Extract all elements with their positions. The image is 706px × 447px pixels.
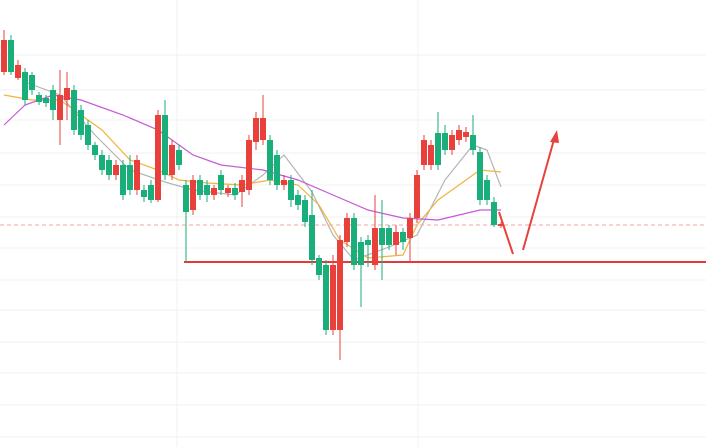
- candle-body: [99, 155, 105, 170]
- candle-body: [78, 110, 84, 135]
- candle-body: [386, 228, 392, 245]
- candle-body: [239, 180, 245, 192]
- candle-body: [421, 140, 427, 165]
- candle-body: [463, 132, 469, 137]
- candle-body: [218, 175, 224, 190]
- candle-body: [22, 72, 28, 100]
- candle-body: [449, 135, 455, 150]
- candle-body: [36, 95, 42, 102]
- candle-body: [337, 240, 343, 330]
- arrow-down: [498, 211, 514, 255]
- candle-body: [393, 232, 399, 245]
- candle-body: [477, 152, 483, 200]
- candle-body: [106, 160, 112, 175]
- candle-body: [85, 125, 91, 145]
- candle-body: [155, 115, 161, 200]
- candle-body: [246, 140, 252, 190]
- candle-body: [295, 195, 301, 205]
- candle-body: [323, 265, 329, 330]
- candle-body: [50, 90, 56, 110]
- candle-body: [484, 180, 490, 200]
- marks: [0, 30, 706, 360]
- candle-body: [183, 185, 189, 212]
- candle-body: [64, 88, 70, 100]
- candle-body: [29, 75, 35, 90]
- candle-body: [113, 165, 119, 175]
- candle-body: [232, 188, 238, 195]
- candle-body: [456, 130, 462, 140]
- candle-body: [141, 190, 147, 197]
- candle-body: [407, 218, 413, 238]
- candle-body: [498, 224, 504, 226]
- candle-body: [351, 218, 357, 265]
- candle-body: [127, 165, 133, 190]
- candle-body: [169, 145, 175, 175]
- candle-body: [92, 145, 98, 155]
- candle-body: [148, 185, 154, 200]
- candle-body: [372, 228, 378, 265]
- moving-average: [24, 81, 502, 261]
- arrow-up: [522, 135, 556, 251]
- candle-body: [162, 115, 168, 175]
- candle-body: [1, 40, 7, 72]
- candle-body: [71, 90, 77, 130]
- candle-body: [302, 200, 308, 222]
- candle-body: [190, 180, 196, 210]
- candle-body: [176, 150, 182, 165]
- annotation-arrows: [498, 130, 559, 255]
- candle-body: [309, 215, 315, 260]
- candle-body: [281, 180, 287, 185]
- candle-body: [379, 228, 385, 245]
- candle-body: [274, 155, 280, 185]
- candle-body: [8, 40, 14, 72]
- candle-body: [288, 180, 294, 200]
- candle-body: [358, 242, 364, 265]
- candle-body: [365, 240, 371, 245]
- candle-body: [435, 133, 441, 165]
- candle-body: [134, 160, 140, 190]
- arrow-head: [550, 130, 559, 143]
- candle-body: [316, 258, 322, 275]
- candle-body: [491, 202, 497, 225]
- candle-body: [414, 175, 420, 218]
- candle-body: [43, 98, 49, 103]
- candle-body: [470, 135, 476, 150]
- candle-body: [15, 65, 21, 78]
- candle-body: [260, 118, 266, 140]
- candle-body: [267, 140, 273, 180]
- candle-body: [204, 185, 210, 195]
- candle-body: [253, 118, 259, 142]
- candle-body: [197, 180, 203, 195]
- candle-body: [344, 218, 350, 242]
- candle-body: [225, 188, 231, 193]
- candle-body: [442, 133, 448, 150]
- candle-body: [330, 265, 336, 330]
- candle-body: [57, 95, 63, 120]
- candle-body: [428, 145, 434, 165]
- candle-body: [120, 165, 126, 195]
- candle-body: [400, 232, 406, 242]
- candle-body: [211, 188, 217, 195]
